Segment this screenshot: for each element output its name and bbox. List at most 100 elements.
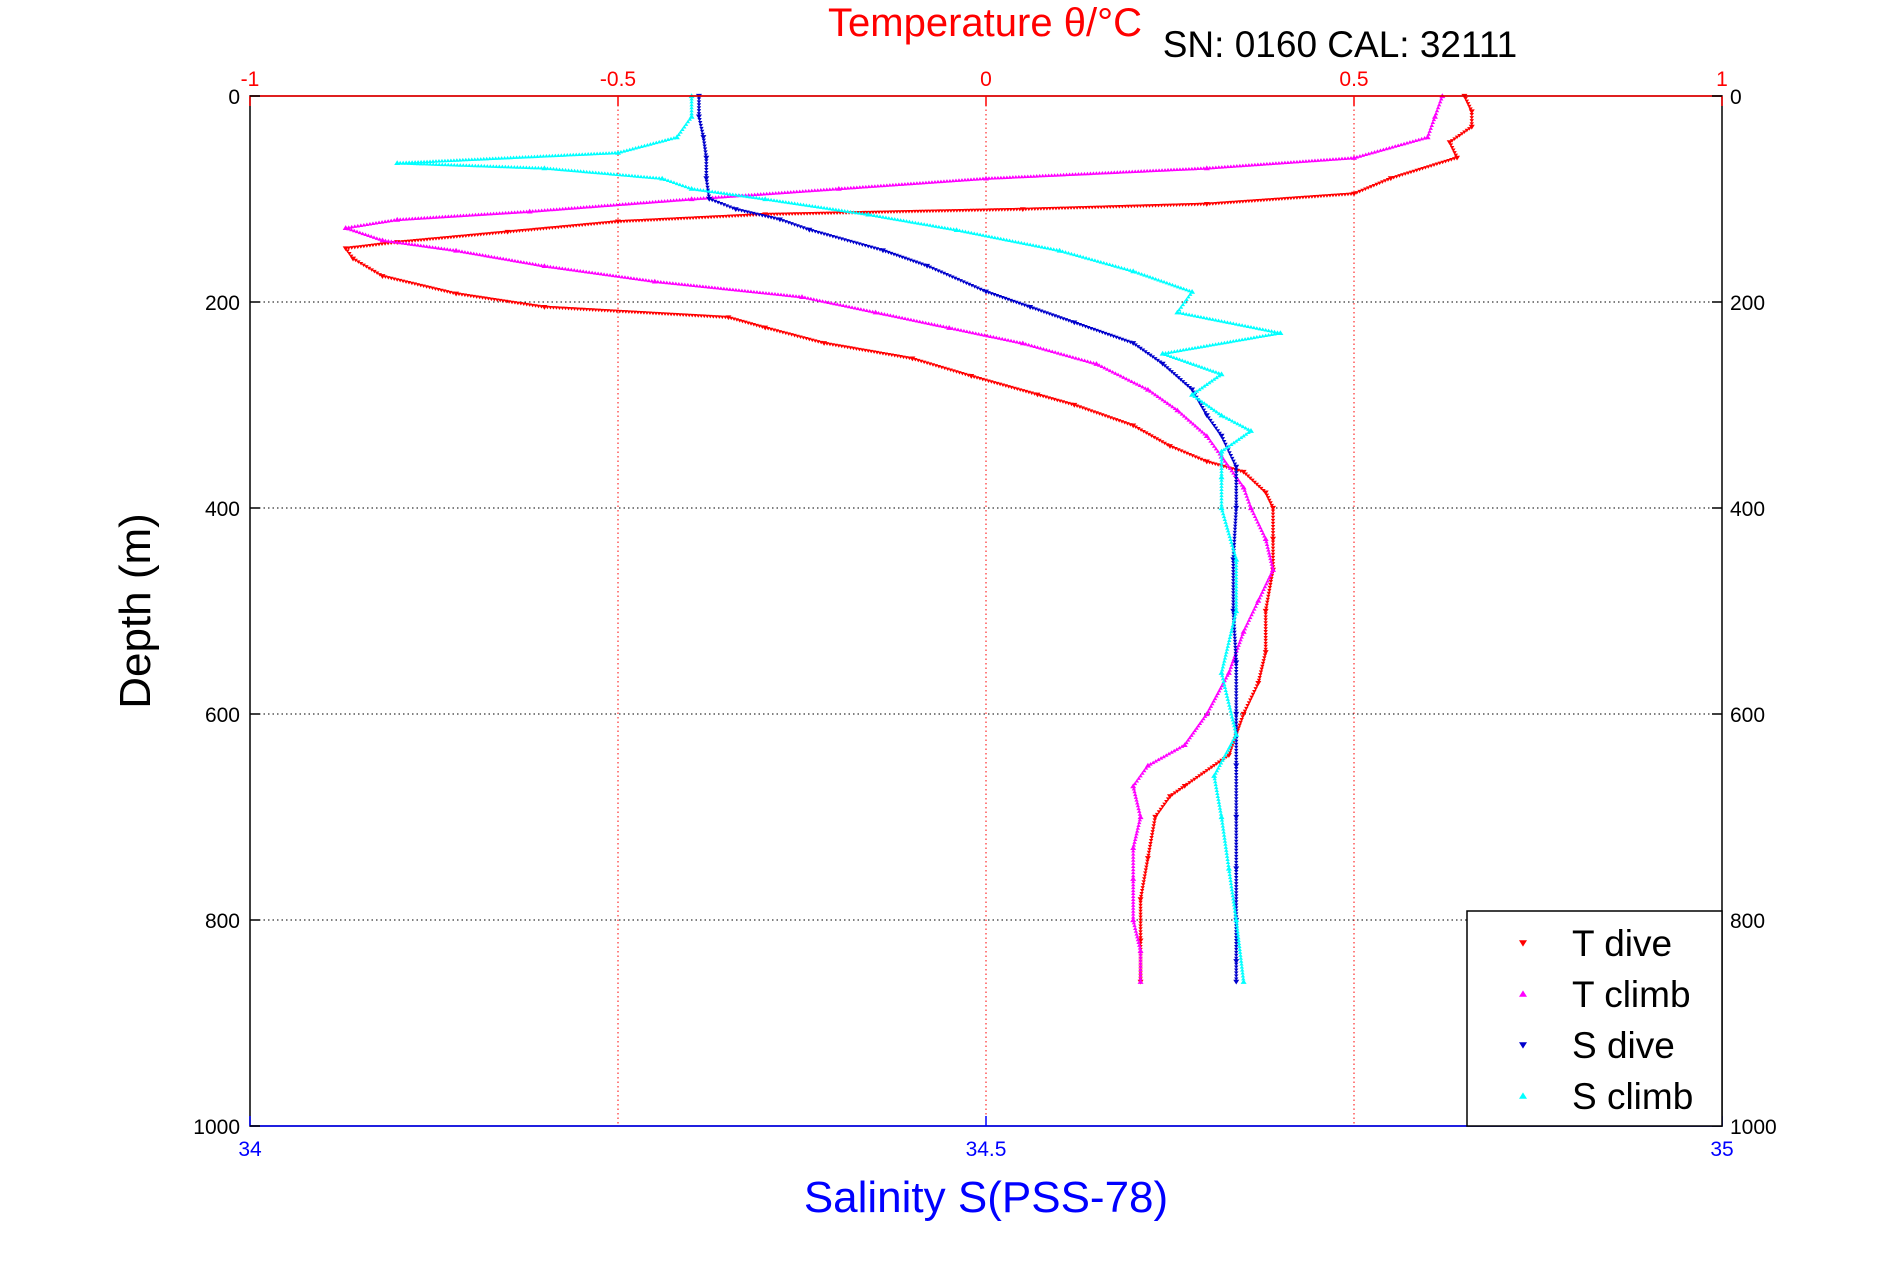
data-point — [1234, 770, 1239, 774]
data-point — [1250, 508, 1255, 513]
data-point — [1171, 203, 1176, 208]
data-point — [815, 204, 821, 209]
data-point — [975, 286, 980, 291]
data-point — [1468, 124, 1475, 130]
data-point — [1186, 294, 1191, 299]
data-point — [413, 161, 418, 166]
data-point — [556, 153, 561, 157]
data-point — [1102, 331, 1108, 336]
data-point — [1252, 607, 1257, 611]
data-point — [1219, 472, 1224, 476]
data-point — [424, 159, 430, 164]
data-point — [1234, 968, 1239, 973]
data-point — [1270, 540, 1276, 544]
data-point — [1249, 612, 1254, 617]
data-point — [1130, 917, 1137, 923]
data-point — [834, 211, 840, 215]
data-point — [701, 138, 706, 143]
data-point — [1226, 863, 1231, 868]
data-point — [1219, 452, 1224, 456]
data-point — [521, 165, 526, 169]
data-point — [425, 215, 430, 220]
data-point — [1149, 833, 1155, 837]
data-point — [356, 260, 361, 264]
data-point — [1137, 820, 1142, 825]
data-point — [1272, 329, 1277, 334]
data-point — [1189, 203, 1194, 207]
data-point — [439, 158, 445, 163]
data-point — [1270, 549, 1276, 554]
data-point — [1424, 134, 1431, 140]
data-point — [1144, 856, 1151, 861]
data-point — [1268, 582, 1273, 587]
data-point — [1234, 338, 1239, 343]
left-tick-label: 600 — [205, 704, 240, 727]
data-point — [1360, 188, 1365, 193]
data-point — [1184, 297, 1189, 301]
data-point — [897, 210, 903, 214]
data-point — [709, 285, 715, 289]
data-point — [1219, 683, 1225, 688]
data-point — [677, 197, 682, 202]
data-point — [1211, 424, 1217, 428]
data-point — [1270, 534, 1276, 538]
data-point — [891, 210, 897, 214]
data-point — [1047, 312, 1052, 316]
data-point — [685, 282, 691, 287]
data-point — [1231, 554, 1236, 559]
data-point — [656, 312, 662, 316]
data-point — [503, 164, 508, 169]
data-point — [679, 282, 685, 286]
data-point — [355, 223, 361, 228]
data-point — [696, 109, 702, 113]
data-point — [1167, 444, 1173, 449]
data-point — [860, 211, 865, 216]
data-point — [1261, 198, 1267, 203]
data-point — [1251, 335, 1257, 340]
data-point — [876, 310, 881, 315]
data-point — [1097, 329, 1102, 334]
data-point — [1266, 332, 1271, 337]
top-tick-label: 1 — [1716, 68, 1728, 91]
data-point — [647, 311, 653, 316]
data-point — [930, 266, 935, 271]
data-point — [1216, 373, 1222, 378]
data-point — [484, 156, 489, 161]
data-point — [369, 268, 374, 272]
data-point — [1234, 936, 1239, 940]
data-point — [665, 137, 671, 142]
data-point — [619, 274, 625, 279]
data-point — [1138, 973, 1143, 978]
data-point — [757, 290, 763, 294]
data-point — [1183, 347, 1189, 351]
data-point — [1232, 630, 1237, 635]
data-point — [791, 189, 796, 194]
data-point — [1377, 181, 1382, 186]
data-point — [430, 159, 436, 163]
data-point — [736, 193, 741, 197]
data-point — [1264, 603, 1269, 608]
data-point — [1137, 897, 1144, 903]
data-point — [1164, 753, 1169, 757]
data-point — [1074, 404, 1080, 408]
data-point — [957, 209, 963, 213]
data-point — [774, 198, 780, 203]
data-point — [579, 223, 585, 227]
data-point — [1226, 444, 1232, 448]
data-point — [1093, 361, 1100, 366]
data-point — [1019, 302, 1025, 307]
data-point — [1094, 171, 1099, 175]
data-point — [376, 242, 382, 247]
data-point — [349, 224, 354, 229]
data-point — [349, 254, 354, 259]
data-point — [715, 286, 721, 290]
data-point — [919, 221, 924, 226]
data-point — [1189, 733, 1194, 737]
data-point — [553, 153, 558, 158]
data-point — [551, 306, 556, 310]
data-point — [1228, 878, 1233, 883]
data-point — [965, 177, 971, 182]
data-point — [577, 223, 582, 228]
data-point — [680, 313, 686, 317]
data-point — [1244, 494, 1249, 498]
